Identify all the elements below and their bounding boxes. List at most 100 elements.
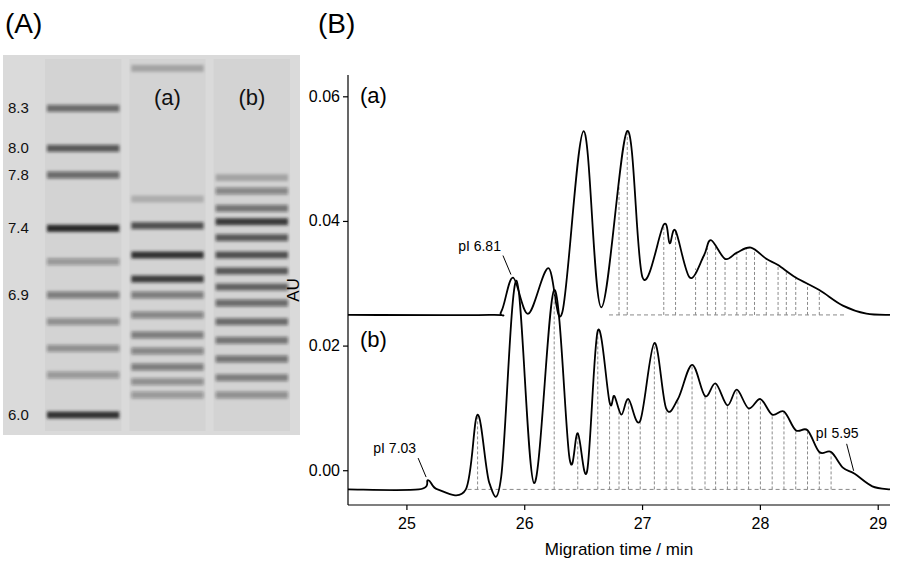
gel-band: [131, 222, 203, 229]
drop-line: [746, 249, 747, 315]
drop-line: [609, 402, 610, 489]
drop-line: [640, 421, 641, 490]
drop-line: [748, 408, 749, 489]
drop-line: [795, 430, 796, 489]
drop-line: [819, 290, 820, 315]
drop-line: [654, 343, 655, 489]
gel-lane: [129, 59, 205, 431]
gel-pi-label: 7.8: [8, 166, 29, 183]
drop-line: [807, 430, 808, 489]
y-axis: [347, 75, 348, 505]
gel-pi-label: 7.4: [8, 219, 29, 236]
gel-band: [216, 300, 288, 307]
y-tick: [343, 470, 348, 471]
gel-band: [131, 292, 203, 299]
drop-line: [766, 259, 767, 315]
series-label: (a): [360, 83, 387, 108]
drop-line: [554, 290, 555, 489]
gel-pi-label: 6.9: [8, 286, 29, 303]
drop-line: [577, 433, 578, 489]
gel-band: [216, 252, 288, 259]
gel-band: [216, 268, 288, 275]
drop-line: [727, 405, 728, 489]
gel-band: [131, 196, 203, 203]
drop-line: [831, 452, 832, 489]
gel-band: [47, 145, 119, 152]
gel-lane: [214, 59, 290, 431]
figure: (A)(a)(b)8.38.07.87.46.96.0(B)2526272829…: [0, 0, 901, 570]
y-tick-label: 0.04: [309, 212, 340, 229]
x-tick: [878, 505, 879, 510]
baseline: [609, 314, 844, 315]
gel-band: [131, 312, 203, 319]
drop-line: [736, 390, 737, 490]
annotation: pI 5.95: [816, 425, 859, 441]
drop-line: [627, 131, 628, 315]
gel-band: [216, 174, 288, 181]
drop-line: [597, 331, 598, 490]
drop-line: [778, 265, 779, 315]
band-group: [47, 105, 119, 419]
gel-band: [216, 188, 288, 195]
gel-band: [131, 392, 203, 399]
drop-line: [795, 278, 796, 315]
gel-band: [47, 292, 119, 299]
drop-line: [807, 284, 808, 315]
gel-pi-label: 6.0: [8, 406, 29, 423]
drop-line: [786, 271, 787, 315]
drop-line: [754, 250, 755, 315]
y-tick: [343, 96, 348, 97]
y-tick-label: 0.00: [309, 462, 340, 479]
gel-band: [47, 105, 119, 112]
trace: [348, 281, 890, 497]
y-tick: [343, 345, 348, 346]
drop-line: [725, 259, 726, 315]
gel-band: [216, 337, 288, 344]
drop-line: [663, 225, 664, 315]
annotation-leader: [503, 256, 511, 275]
gel-band: [131, 332, 203, 339]
drop-line: [705, 396, 706, 489]
gel-lane: [45, 59, 121, 431]
x-axis: [348, 504, 890, 505]
x-tick-label: 25: [398, 515, 416, 532]
trace: [348, 131, 890, 317]
gel-band: [131, 252, 203, 259]
panel-letter: (B): [318, 8, 355, 39]
x-tick: [524, 505, 525, 510]
gel-band: [216, 356, 288, 363]
gel-band: [216, 234, 288, 241]
gel-band: [131, 378, 203, 385]
panel-letter: (A): [5, 8, 42, 39]
gel-band: [216, 205, 288, 212]
lane-label: (a): [154, 85, 181, 110]
annotation-leader: [418, 458, 426, 477]
band-group: [216, 174, 288, 398]
gel-band: [216, 284, 288, 291]
annotation-leader: [847, 444, 854, 471]
drop-line: [819, 452, 820, 489]
drop-line: [692, 365, 693, 490]
y-tick: [343, 221, 348, 222]
x-tick: [642, 505, 643, 510]
gel-band: [47, 258, 119, 265]
y-tick-label: 0.06: [309, 88, 340, 105]
y-tick-label: 0.02: [309, 337, 340, 354]
x-tick: [406, 505, 407, 510]
drop-line: [477, 415, 478, 490]
gel-background: [3, 55, 300, 435]
gel-band: [131, 276, 203, 283]
drop-line: [783, 412, 784, 490]
gel-band: [131, 348, 203, 355]
lane-label: (b): [238, 85, 265, 110]
x-tick: [760, 505, 761, 510]
gel-pi-label: 8.3: [8, 99, 29, 116]
y-axis-title: AU: [284, 278, 303, 302]
x-axis-title: Migration time / min: [545, 540, 693, 559]
drop-line: [619, 408, 620, 489]
band-group: [131, 65, 203, 399]
gel-band: [47, 225, 119, 232]
gel-band: [216, 218, 288, 225]
gel-band: [216, 318, 288, 325]
drop-line: [772, 415, 773, 490]
